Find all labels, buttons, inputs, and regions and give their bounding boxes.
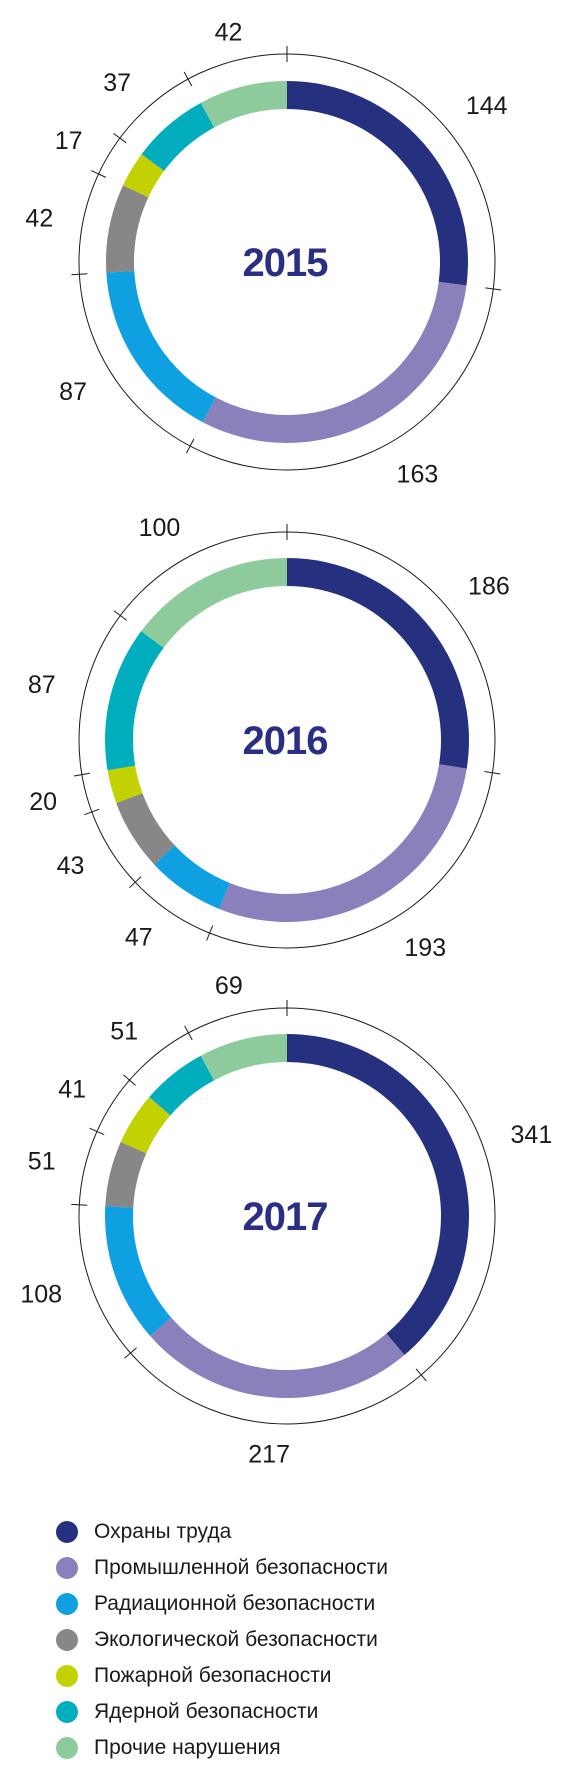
value-label: 186 bbox=[468, 573, 510, 601]
slice-divider-tick bbox=[124, 1347, 137, 1359]
legend-item: Экологической безопасности bbox=[56, 1622, 388, 1658]
value-label: 341 bbox=[511, 1121, 553, 1149]
slice-7 bbox=[141, 558, 287, 648]
value-label: 20 bbox=[29, 788, 57, 816]
slice-divider-tick bbox=[206, 925, 214, 941]
slice-divider-tick bbox=[113, 610, 128, 621]
legend-swatch bbox=[56, 1665, 78, 1687]
value-label: 51 bbox=[110, 1017, 138, 1045]
value-label: 193 bbox=[404, 934, 446, 962]
value-label: 163 bbox=[397, 460, 439, 488]
value-label: 69 bbox=[215, 972, 243, 1000]
legend-label: Прочие нарушения bbox=[94, 1736, 281, 1759]
legend-item: Охраны труда bbox=[56, 1514, 388, 1550]
legend-item: Радиационной безопасности bbox=[56, 1586, 388, 1622]
legend-swatch bbox=[56, 1737, 78, 1759]
value-label: 87 bbox=[59, 378, 87, 406]
donut-chart-2017: 341 217 108 51 41 51 69 2017 bbox=[20, 972, 552, 1468]
donut-chart-2015: 144 163 87 42 17 37 42 2015 bbox=[25, 18, 507, 488]
slice-divider-tick bbox=[113, 132, 127, 144]
legend-swatch bbox=[56, 1521, 78, 1543]
legend-item: Прочие нарушения bbox=[56, 1730, 388, 1766]
value-label: 217 bbox=[248, 1440, 290, 1468]
value-label: 41 bbox=[58, 1076, 86, 1104]
value-label: 144 bbox=[466, 92, 508, 120]
value-label: 47 bbox=[125, 924, 153, 952]
slice-divider-tick bbox=[91, 170, 107, 178]
slice-5 bbox=[107, 765, 143, 803]
slice-divider-tick bbox=[89, 1127, 105, 1136]
value-label: 42 bbox=[25, 204, 53, 232]
value-label: 51 bbox=[28, 1147, 56, 1175]
legend-swatch bbox=[56, 1557, 78, 1579]
slice-6 bbox=[141, 102, 215, 171]
legend: Охраны труда Промышленной безопасности Рад… bbox=[56, 1514, 388, 1766]
legend-item: Ядерной безопасности bbox=[56, 1694, 388, 1730]
legend-label: Пожарной безопасности bbox=[94, 1664, 332, 1687]
slice-4 bbox=[106, 185, 149, 273]
slice-4 bbox=[105, 1142, 147, 1208]
slice-divider-tick bbox=[71, 1203, 88, 1206]
slice-1 bbox=[287, 558, 469, 769]
legend-swatch bbox=[56, 1593, 78, 1615]
slice-3 bbox=[154, 845, 230, 909]
slice-7 bbox=[200, 81, 287, 128]
value-label: 87 bbox=[28, 671, 56, 699]
slice-4 bbox=[116, 793, 175, 865]
slice-6 bbox=[104, 631, 164, 771]
legend-swatch bbox=[56, 1701, 78, 1723]
value-label: 108 bbox=[20, 1281, 62, 1309]
legend-label: Ядерной безопасности bbox=[94, 1700, 319, 1723]
slice-divider-tick bbox=[71, 273, 88, 276]
legend-item: Пожарной безопасности bbox=[56, 1658, 388, 1694]
legend-item: Промышленной безопасности bbox=[56, 1550, 388, 1586]
slice-divider-tick bbox=[484, 770, 501, 775]
slice-5 bbox=[123, 154, 165, 198]
slice-2 bbox=[219, 764, 467, 922]
slice-3 bbox=[104, 1206, 172, 1336]
slice-2 bbox=[202, 281, 467, 443]
slice-1 bbox=[287, 1034, 470, 1356]
slice-5 bbox=[120, 1097, 171, 1154]
slice-2 bbox=[150, 1317, 405, 1398]
legend-label: Экологической безопасности bbox=[94, 1628, 378, 1651]
donut-chart-2016: 186 193 47 43 20 87 100 2016 bbox=[28, 514, 510, 962]
value-label: 37 bbox=[103, 69, 131, 97]
slice-divider-tick bbox=[183, 71, 193, 87]
slice-1 bbox=[287, 81, 468, 286]
donut-charts: 144 163 87 42 17 37 42 2015 186 193 47 43 20 87 100 201… bbox=[20, 18, 552, 1468]
chart-year-title: 2017 bbox=[243, 1195, 328, 1239]
value-label: 100 bbox=[139, 514, 181, 542]
slice-divider-tick bbox=[186, 438, 195, 454]
slice-divider-tick bbox=[184, 1025, 193, 1041]
chart-year-title: 2016 bbox=[243, 719, 328, 763]
legend-label: Промышленной безопасности bbox=[94, 1556, 388, 1579]
slice-divider-tick bbox=[73, 772, 90, 777]
legend-label: Охраны труда bbox=[94, 1520, 232, 1543]
legend-label: Радиационной безопасности bbox=[94, 1592, 376, 1615]
slice-divider-tick bbox=[485, 287, 502, 291]
slice-divider-tick bbox=[123, 1074, 136, 1086]
value-label: 43 bbox=[57, 852, 85, 880]
chart-year-title: 2015 bbox=[243, 241, 329, 285]
slice-7 bbox=[200, 1034, 287, 1081]
slice-3 bbox=[106, 271, 216, 423]
slice-divider-tick bbox=[415, 1368, 427, 1382]
slice-6 bbox=[149, 1055, 215, 1116]
slice-divider-tick bbox=[84, 808, 100, 816]
value-label: 42 bbox=[215, 18, 243, 46]
value-label: 17 bbox=[55, 127, 83, 155]
slice-divider-tick bbox=[129, 876, 142, 889]
legend-swatch bbox=[56, 1629, 78, 1651]
